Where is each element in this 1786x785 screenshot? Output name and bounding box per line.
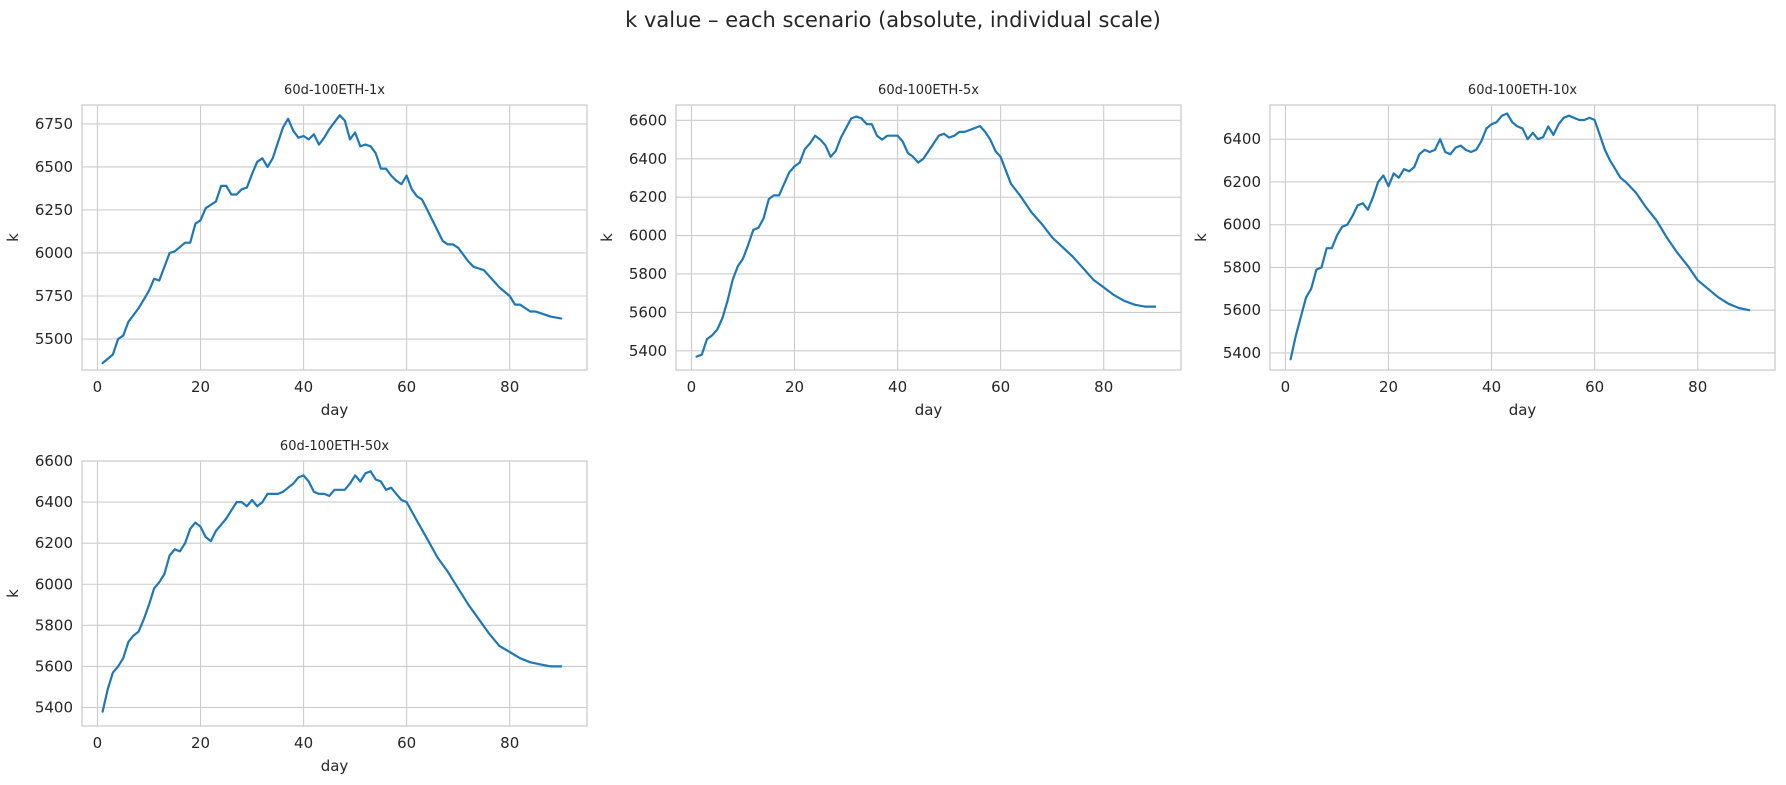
y-axis-label: k [4,233,22,242]
figure-title: k value – each scenario (absolute, indiv… [625,8,1161,32]
subplot-title: 60d-100ETH-10x [1468,83,1577,98]
y-tick-label: 6000 [35,244,73,262]
k-series-line [101,114,563,365]
x-tick-label: 40 [888,378,907,396]
y-tick-label: 5600 [35,657,73,675]
plot-frame [81,460,588,727]
y-tick-label: 6250 [35,201,73,219]
plot-frame [81,104,588,371]
x-axis-label: day [321,757,349,775]
plot-frame [1269,104,1776,371]
y-tick-label: 5400 [1223,344,1261,362]
x-tick-label: 40 [294,734,313,752]
k-series-line [695,115,1157,358]
y-tick-label: 5500 [35,330,73,348]
k-series-line [1289,112,1751,361]
y-tick-label: 5400 [35,699,73,717]
x-axis-label: day [915,401,943,419]
x-tick-label: 60 [991,378,1010,396]
y-tick-label: 6600 [35,452,73,470]
x-tick-label: 80 [500,378,519,396]
k-series-line [101,470,563,713]
x-tick-label: 60 [397,734,416,752]
x-tick-label: 60 [1585,378,1604,396]
y-tick-label: 6400 [1223,130,1261,148]
y-tick-label: 6200 [1223,173,1261,191]
y-tick-label: 6500 [35,158,73,176]
y-tick-label: 6600 [629,111,667,129]
y-axis-label: k [598,233,616,242]
x-tick-label: 20 [191,378,210,396]
x-tick-label: 40 [1482,378,1501,396]
subplot-4: 0 20 40 60 80 5400 5600 5800 6000 6200 6400 6600 60d… [4,439,588,775]
x-tick-label: 60 [397,378,416,396]
x-tick-label: 0 [93,378,103,396]
y-axis-label: k [1192,233,1210,242]
x-axis-label: day [321,401,349,419]
y-axis-label: k [4,589,22,598]
x-tick-label: 0 [1281,378,1291,396]
y-tick-label: 6200 [35,534,73,552]
subplot-1: 0 20 40 60 80 5500 5750 6000 6250 6500 6750 60d-100… [4,83,588,419]
y-tick-label: 6000 [1223,216,1261,234]
x-tick-label: 0 [687,378,697,396]
y-tick-label: 5600 [1223,301,1261,319]
subplot-title: 60d-100ETH-1x [284,83,385,98]
y-tick-label: 5400 [629,342,667,360]
x-tick-label: 20 [191,734,210,752]
x-tick-label: 80 [500,734,519,752]
subplot-title: 60d-100ETH-50x [280,439,389,454]
x-tick-label: 80 [1688,378,1707,396]
y-tick-label: 6400 [629,150,667,168]
x-tick-label: 80 [1094,378,1113,396]
y-tick-label: 6400 [35,493,73,511]
subplot-2: 0 20 40 60 80 5400 5600 5800 6000 6200 6400 6600 60d… [598,83,1182,419]
subplot-title: 60d-100ETH-5x [878,83,979,98]
y-tick-label: 6200 [629,188,667,206]
y-tick-label: 5600 [629,303,667,321]
y-tick-label: 5750 [35,287,73,305]
subplot-3: 0 20 40 60 80 5400 5600 5800 6000 6200 6400 60d-100… [1192,83,1776,419]
x-tick-label: 20 [1379,378,1398,396]
plot-frame [675,104,1182,371]
x-axis-label: day [1509,401,1537,419]
y-tick-label: 5800 [1223,258,1261,276]
y-tick-label: 6000 [35,575,73,593]
y-tick-label: 5800 [629,265,667,283]
x-tick-label: 20 [785,378,804,396]
x-tick-label: 0 [93,734,103,752]
y-tick-label: 5800 [35,616,73,634]
y-tick-label: 6000 [629,227,667,245]
x-tick-label: 40 [294,378,313,396]
y-tick-label: 6750 [35,115,73,133]
